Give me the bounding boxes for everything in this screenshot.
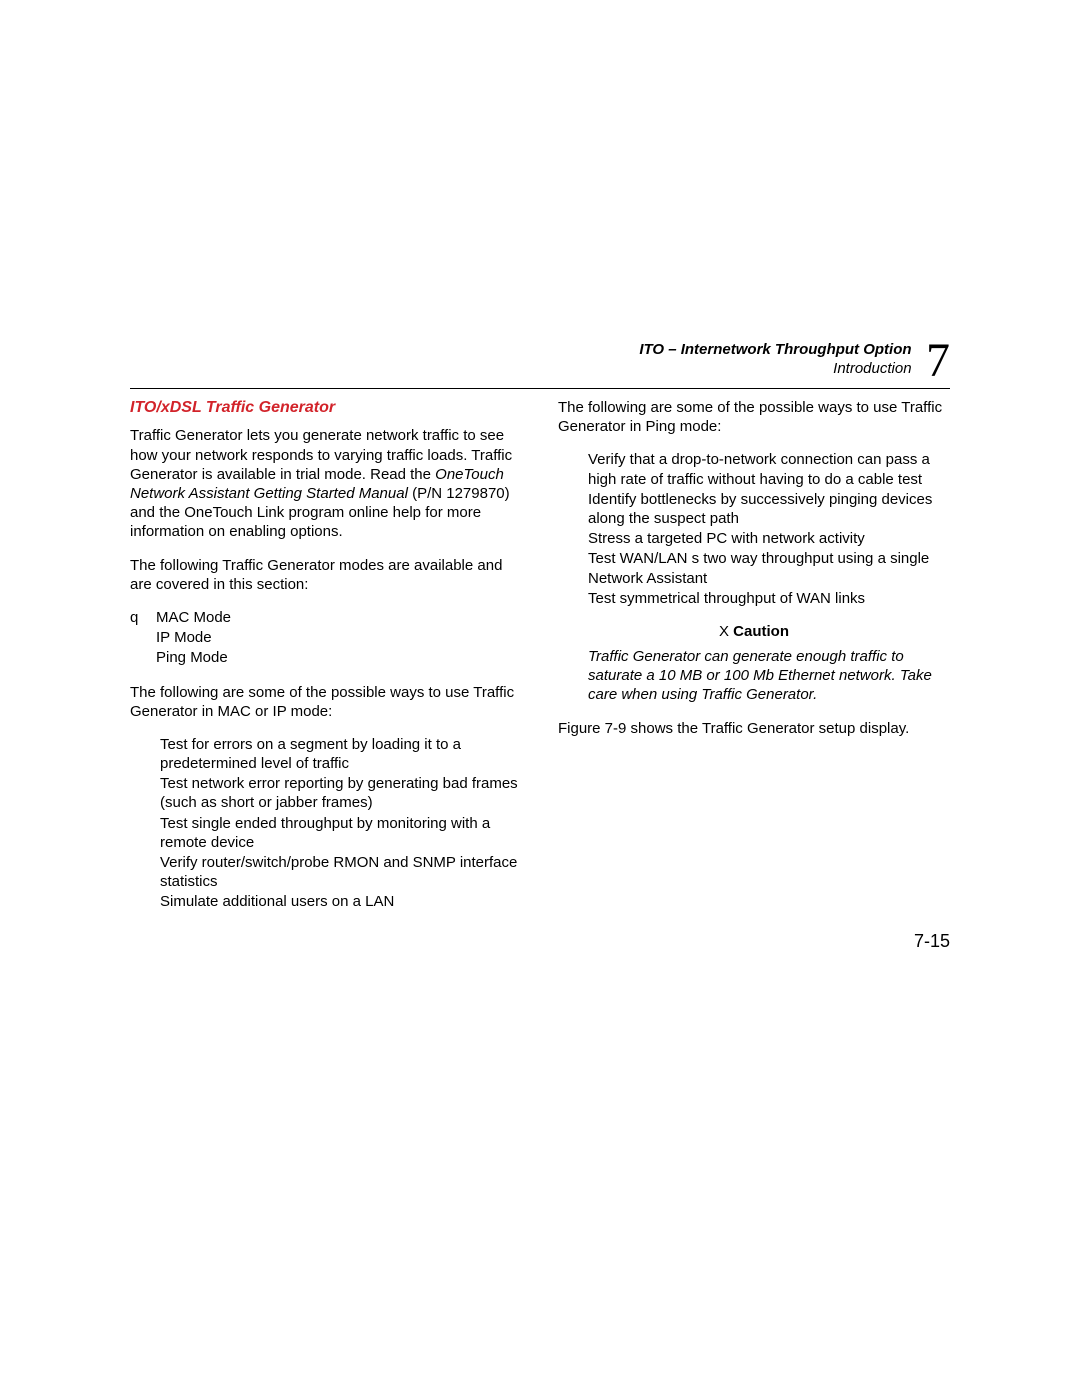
list-item: Stress a targeted PC with network activi…: [588, 529, 950, 548]
caution-x: X: [719, 623, 729, 640]
list-item: Verify that a drop-to-network connection…: [588, 450, 950, 488]
modes-list: q MAC Mode IP Mode Ping Mode: [130, 608, 522, 669]
mode-item: Ping Mode: [156, 648, 522, 667]
figure-reference: Figure 7-9 shows the Traffic Generator s…: [558, 719, 950, 738]
list-item: Identify bottlenecks by successively pin…: [588, 490, 950, 528]
caution-heading: X Caution: [558, 622, 950, 641]
chapter-number: 7: [926, 341, 950, 381]
mode-item: MAC Mode: [156, 608, 522, 627]
document-page: ITO – Internetwork Throughput Option Int…: [0, 0, 1080, 1397]
modes-row: q MAC Mode IP Mode Ping Mode: [130, 608, 522, 669]
right-column: The following are some of the possible w…: [558, 398, 950, 926]
section-title: ITO/xDSL Traffic Generator: [130, 398, 522, 418]
caution-body: Traffic Generator can generate enough tr…: [558, 647, 950, 705]
list-item: Test single ended throughput by monitori…: [160, 814, 522, 852]
caution-label: Caution: [733, 623, 789, 640]
list-item: Test network error reporting by generati…: [160, 774, 522, 812]
header-rule: [130, 388, 950, 389]
mode-item: IP Mode: [156, 628, 522, 647]
list-item: Test symmetrical throughput of WAN links: [588, 589, 950, 608]
mac-ip-intro: The following are some of the possible w…: [130, 683, 522, 721]
intro-paragraph: Traffic Generator lets you generate netw…: [130, 426, 522, 541]
header-title: ITO – Internetwork Throughput Option: [639, 341, 911, 358]
ping-intro: The following are some of the possible w…: [558, 398, 950, 436]
header-text-block: ITO – Internetwork Throughput Option Int…: [639, 340, 911, 381]
page-number: 7-15: [914, 931, 950, 952]
bullet-marker: q: [130, 608, 156, 669]
mode-items: MAC Mode IP Mode Ping Mode: [156, 608, 522, 669]
header-subtitle: Introduction: [639, 360, 911, 377]
list-item: Test for errors on a segment by loading …: [160, 735, 522, 773]
left-column: ITO/xDSL Traffic Generator Traffic Gener…: [130, 398, 522, 926]
ping-list: Verify that a drop-to-network connection…: [558, 450, 950, 608]
modes-intro: The following Traffic Generator modes ar…: [130, 556, 522, 594]
list-item: Simulate additional users on a LAN: [160, 892, 522, 911]
list-item: Test WAN/LAN s two way throughput using …: [588, 549, 950, 587]
content-columns: ITO/xDSL Traffic Generator Traffic Gener…: [130, 398, 950, 926]
list-item: Verify router/switch/probe RMON and SNMP…: [160, 853, 522, 891]
mac-ip-list: Test for errors on a segment by loading …: [130, 735, 522, 912]
page-header: ITO – Internetwork Throughput Option Int…: [639, 340, 950, 381]
